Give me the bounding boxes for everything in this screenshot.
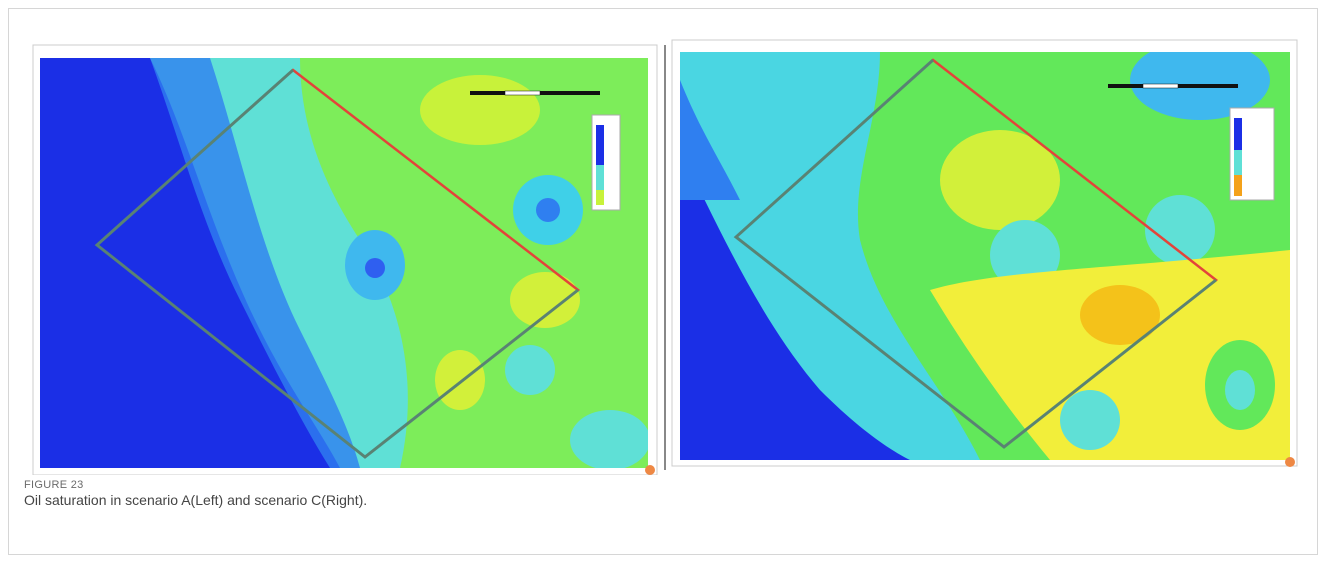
page: FIGURE 23 Oil saturation in scenario A(L… (0, 0, 1328, 565)
divider (664, 45, 666, 470)
figure-caption: Oil saturation in scenario A(Left) and s… (24, 492, 367, 508)
figure-image (0, 0, 1328, 475)
figure-label: FIGURE 23 (24, 479, 84, 491)
map-left (33, 45, 657, 475)
map-right (672, 40, 1297, 467)
